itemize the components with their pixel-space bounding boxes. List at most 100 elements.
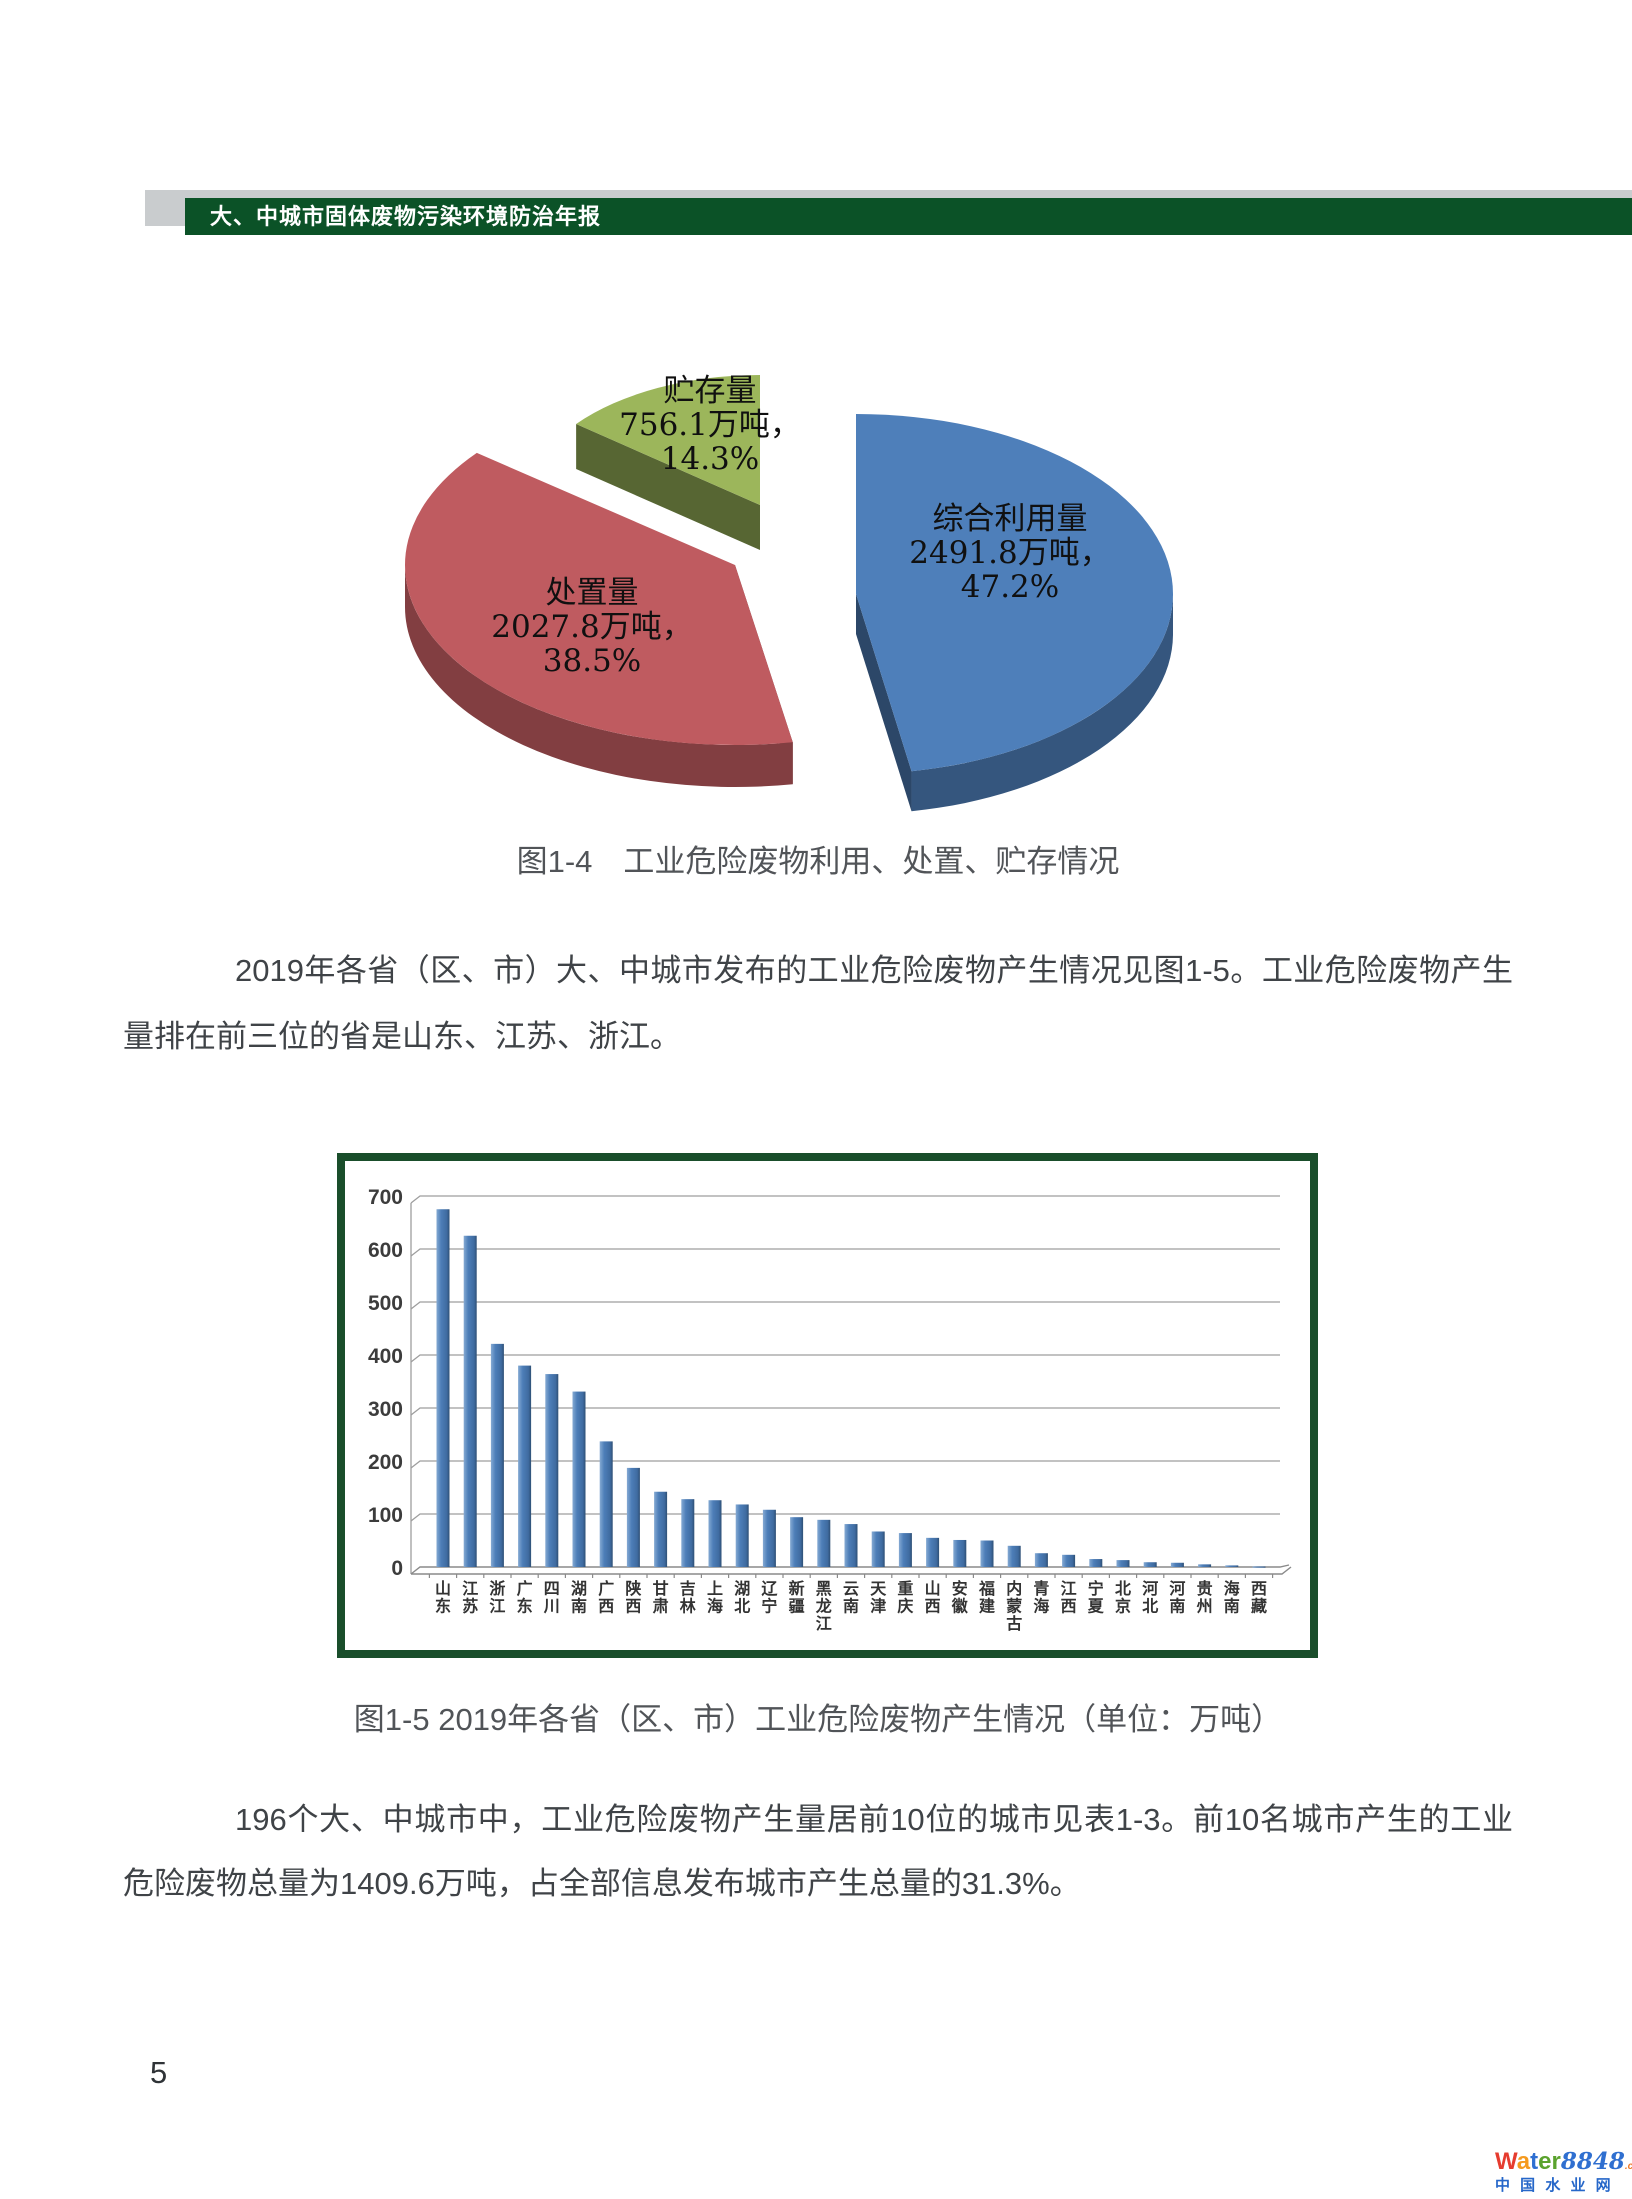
bar-北京 <box>1116 1560 1130 1567</box>
pie-label-line: 47.2% <box>960 569 1060 605</box>
page-header-title: 大、中城市固体废物污染环境防治年报 <box>210 204 602 229</box>
x-tick-char: 西 <box>625 1598 641 1616</box>
x-tick-char: 四 <box>544 1581 560 1598</box>
bar-山西 <box>926 1537 940 1567</box>
x-tick-label-重庆: 重庆 <box>896 1579 913 1616</box>
figure5-caption: 图1-5 2019年各省（区、市）工业危险废物产生情况（单位：万吨） <box>353 1702 1283 1737</box>
x-tick-char: 夏 <box>1087 1598 1105 1616</box>
pie-slice-综合利用量 <box>856 414 1173 772</box>
x-tick-char: 疆 <box>789 1598 805 1616</box>
x-tick-char: 青 <box>1033 1579 1049 1598</box>
x-tick-char: 江 <box>816 1615 832 1633</box>
bar-广西 <box>599 1441 613 1567</box>
x-tick-label-陕西: 陕西 <box>625 1579 641 1616</box>
x-tick-char: 江 <box>462 1580 478 1598</box>
x-tick-label-河南: 河南 <box>1169 1579 1185 1616</box>
pie-label-处置量: 处置量 2027.8万吨， 38.5% <box>491 576 692 678</box>
gridline <box>410 1407 1280 1416</box>
watermark-logo: Water8848.com 中 国 水 业 网 <box>1495 2150 1632 2194</box>
x-tick-char: 辽 <box>761 1580 778 1598</box>
x-tick-char: 肃 <box>653 1598 669 1616</box>
pie-slice-side-综合利用量 <box>856 594 912 812</box>
x-tick-label-浙江: 浙江 <box>489 1579 505 1616</box>
x-tick-char: 南 <box>843 1597 859 1616</box>
x-tick-label-西藏: 西藏 <box>1251 1580 1267 1616</box>
pie-label-line: 756.1万吨， <box>619 407 801 443</box>
x-tick-char: 安 <box>952 1579 968 1598</box>
x-tick-char: 宁 <box>1088 1579 1104 1598</box>
bar-青海 <box>1034 1553 1048 1567</box>
x-tick-char: 广 <box>598 1579 614 1598</box>
watermark-brand: Water8848.com <box>1495 2150 1632 2174</box>
pie-label-综合利用量: 综合利用量 2491.8万吨， 47.2% <box>909 502 1110 604</box>
bar-甘肃 <box>654 1491 668 1567</box>
bar-云南 <box>844 1524 858 1567</box>
x-tick-char: 甘 <box>653 1580 669 1598</box>
gridline <box>410 1248 1280 1257</box>
gridline <box>410 1513 1280 1522</box>
y-tick-label: 200 <box>368 1451 403 1474</box>
x-tick-char: 河 <box>1142 1579 1158 1598</box>
watermark-letter: a <box>1516 2148 1531 2175</box>
pie-label-line: 综合利用量 <box>932 501 1088 537</box>
x-tick-char: 宁 <box>761 1597 777 1616</box>
x-tick-char: 西 <box>1251 1580 1267 1598</box>
x-tick-label-江西: 江西 <box>1061 1580 1077 1616</box>
bar-天津 <box>871 1531 885 1567</box>
x-tick-char: 北 <box>1142 1598 1158 1616</box>
pie-chart-figure: 综合利用量 2491.8万吨， 47.2% 处置量 2027.8万吨， 38.5% 贮存量 7… <box>380 320 1200 840</box>
x-tick-label-黑龙江: 黑龙江 <box>815 1580 832 1633</box>
pie-label-line: 2027.8万吨， <box>491 609 693 645</box>
watermark-letter: W <box>1495 2148 1517 2175</box>
page-number: 5 <box>150 2055 168 2090</box>
x-tick-char: 京 <box>1115 1597 1131 1616</box>
paragraph-1: 2019年各省（区、市）大、中城市发布的工业危险废物产生情况见图1-5。工业危险… <box>123 953 1513 1054</box>
x-tick-char: 西 <box>1061 1598 1077 1616</box>
gridline <box>410 1195 1280 1204</box>
x-tick-char: 建 <box>979 1598 995 1616</box>
pie-label-line: 处置量 <box>545 575 639 611</box>
watermark-letter: e <box>1538 2148 1552 2175</box>
x-tick-label-福建: 福建 <box>978 1579 995 1616</box>
x-tick-label-内蒙古: 内蒙古 <box>1006 1579 1022 1633</box>
x-tick-char: 内 <box>1006 1579 1022 1598</box>
x-tick-char: 海 <box>707 1597 723 1616</box>
bar-湖南 <box>572 1391 586 1567</box>
x-tick-char: 陕 <box>625 1579 641 1598</box>
bar-宁夏 <box>1089 1559 1103 1567</box>
watermark-number: 8848 <box>1560 2148 1625 2175</box>
x-tick-char: 海 <box>1033 1597 1049 1616</box>
watermark-letter: t <box>1530 2148 1539 2175</box>
pie-slice-rim-处置量 <box>405 565 793 787</box>
x-tick-char: 重 <box>897 1579 913 1598</box>
x-tick-char: 藏 <box>1251 1597 1267 1616</box>
x-tick-label-上海: 上海 <box>707 1580 723 1616</box>
x-tick-char: 古 <box>1006 1614 1022 1633</box>
y-tick-label: 600 <box>368 1239 403 1262</box>
bar-辽宁 <box>762 1509 776 1567</box>
bar-福建 <box>980 1540 994 1567</box>
y-tick-label: 0 <box>391 1557 403 1580</box>
x-tick-char: 贵 <box>1197 1579 1213 1598</box>
bar-新疆 <box>790 1517 804 1567</box>
pie-chart <box>404 375 1173 812</box>
x-tick-char: 北 <box>734 1598 750 1616</box>
x-tick-char: 河 <box>1169 1579 1185 1598</box>
x-tick-char: 山 <box>435 1580 451 1598</box>
pie-label-line: 38.5% <box>542 643 642 679</box>
x-tick-char: 苏 <box>462 1597 478 1616</box>
gridline <box>410 1354 1280 1363</box>
bar-安徽 <box>953 1539 967 1567</box>
y-tick-label: 100 <box>368 1504 403 1527</box>
x-tick-char: 津 <box>870 1598 886 1616</box>
x-tick-label-青海: 青海 <box>1033 1579 1049 1616</box>
x-tick-char: 北 <box>1115 1580 1131 1598</box>
x-tick-label-海南: 海南 <box>1224 1579 1240 1616</box>
x-tick-char: 庆 <box>896 1597 913 1616</box>
x-tick-char: 川 <box>543 1599 560 1616</box>
bar-江苏 <box>463 1235 477 1567</box>
x-tick-char: 东 <box>517 1597 533 1616</box>
x-tick-label-甘肃: 甘肃 <box>653 1580 669 1616</box>
x-tick-char: 吉 <box>680 1579 696 1598</box>
